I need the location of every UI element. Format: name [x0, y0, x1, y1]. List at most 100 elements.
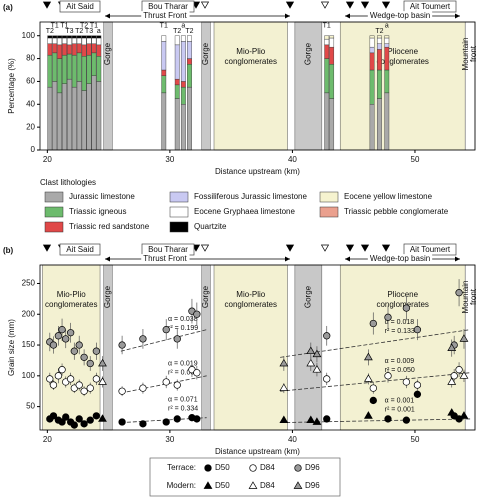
location-label: Bou Tharar	[148, 2, 188, 11]
bar-segment	[71, 43, 77, 56]
region	[294, 264, 323, 431]
fit-alpha: α = 0.019	[168, 360, 198, 367]
legend-marker	[294, 464, 302, 472]
fit-r2: r² = 0.133	[385, 328, 415, 335]
region-label: Gorge	[201, 42, 210, 65]
bar-segment	[52, 37, 58, 44]
bar-segment	[329, 46, 335, 65]
bar-segment	[369, 37, 375, 48]
bar-segment	[81, 35, 87, 39]
region-label: Mio-Plio	[236, 47, 265, 56]
legend-label: Quartzite	[194, 222, 227, 231]
point	[54, 332, 63, 340]
point	[402, 378, 411, 386]
bar-segment	[324, 44, 330, 59]
legend-label: Triassic igneous	[69, 207, 127, 216]
location-box	[59, 243, 101, 256]
bar-segment	[377, 69, 382, 99]
point	[49, 412, 58, 420]
point	[323, 332, 331, 340]
y-axis-title: Percentage (%)	[7, 58, 16, 114]
legend-swatch	[169, 191, 189, 203]
region	[294, 21, 323, 151]
point	[369, 319, 377, 328]
point	[46, 375, 54, 383]
site-marker	[285, 244, 295, 252]
bar-segment	[96, 44, 102, 57]
site-marker	[381, 1, 391, 9]
bar-segment	[384, 69, 390, 94]
bar-segment	[180, 81, 186, 88]
legend-label: D50	[215, 481, 230, 490]
bar-segment	[52, 35, 58, 39]
bar-segment	[369, 104, 375, 151]
bar-segment	[62, 35, 67, 39]
bar-label: T2	[80, 22, 88, 29]
site-marker	[345, 244, 355, 252]
region	[201, 21, 211, 151]
site-marker	[200, 1, 210, 9]
point	[66, 375, 75, 383]
point	[62, 413, 70, 421]
bar-segment	[62, 83, 67, 151]
point	[402, 304, 411, 312]
bar-segment	[76, 37, 82, 44]
region-label: conglomerates	[225, 300, 277, 309]
y-tick-label: 100	[22, 371, 36, 380]
point	[363, 411, 373, 419]
bar-label: T1	[90, 22, 98, 29]
fit-line	[280, 372, 471, 392]
bar-label: T2	[185, 28, 193, 35]
fit-alpha: α = 0.038	[168, 316, 198, 323]
location-label: Ait Toumert	[410, 2, 451, 11]
bar-label: T3	[65, 28, 73, 35]
point	[193, 415, 201, 423]
bar-segment	[377, 49, 382, 71]
point	[139, 420, 147, 428]
point	[98, 414, 107, 422]
legend-group: Terrace:	[167, 463, 196, 472]
x-tick-label: 30	[165, 435, 174, 444]
region	[103, 21, 113, 151]
bar-segment	[76, 43, 82, 54]
legend-group: Modern:	[167, 481, 196, 490]
bar-segment	[329, 64, 335, 99]
x-tick-label: 20	[43, 435, 52, 444]
legend-marker	[293, 481, 303, 489]
legend-label: Fossiliferous Jurassic limestone	[194, 192, 307, 201]
y-axis-title: Grain size (mm)	[7, 319, 16, 376]
point	[92, 375, 101, 383]
x-tick-label: 50	[411, 435, 420, 444]
bar-segment	[174, 84, 180, 99]
point	[306, 415, 316, 423]
region-label: Mountain	[461, 38, 470, 71]
bar-segment	[57, 37, 63, 46]
point	[413, 390, 422, 398]
bar-segment	[161, 41, 167, 71]
site-marker	[320, 1, 330, 9]
point	[193, 310, 201, 318]
point	[363, 352, 373, 361]
point	[118, 418, 126, 426]
bar-segment	[384, 46, 390, 71]
fit-r2: r² = 0.199	[168, 325, 198, 332]
site-marker	[360, 244, 370, 252]
bar-segment	[91, 35, 97, 39]
point	[98, 377, 107, 385]
bar-segment	[174, 44, 180, 80]
bar-segment	[71, 35, 77, 39]
bar-segment	[91, 75, 97, 151]
bar-segment	[384, 43, 390, 48]
bar-segment	[62, 54, 67, 84]
bar-label: T1	[160, 22, 168, 29]
point	[98, 358, 107, 367]
region-label: conglomerates	[225, 57, 277, 66]
point	[118, 341, 126, 349]
panel-label: (a)	[3, 3, 13, 12]
bar-segment	[369, 52, 375, 71]
point	[193, 369, 201, 377]
region-label: conglomerates	[376, 57, 428, 66]
bar-label: T2	[375, 28, 383, 35]
point	[49, 381, 58, 389]
bar-segment	[52, 81, 58, 151]
